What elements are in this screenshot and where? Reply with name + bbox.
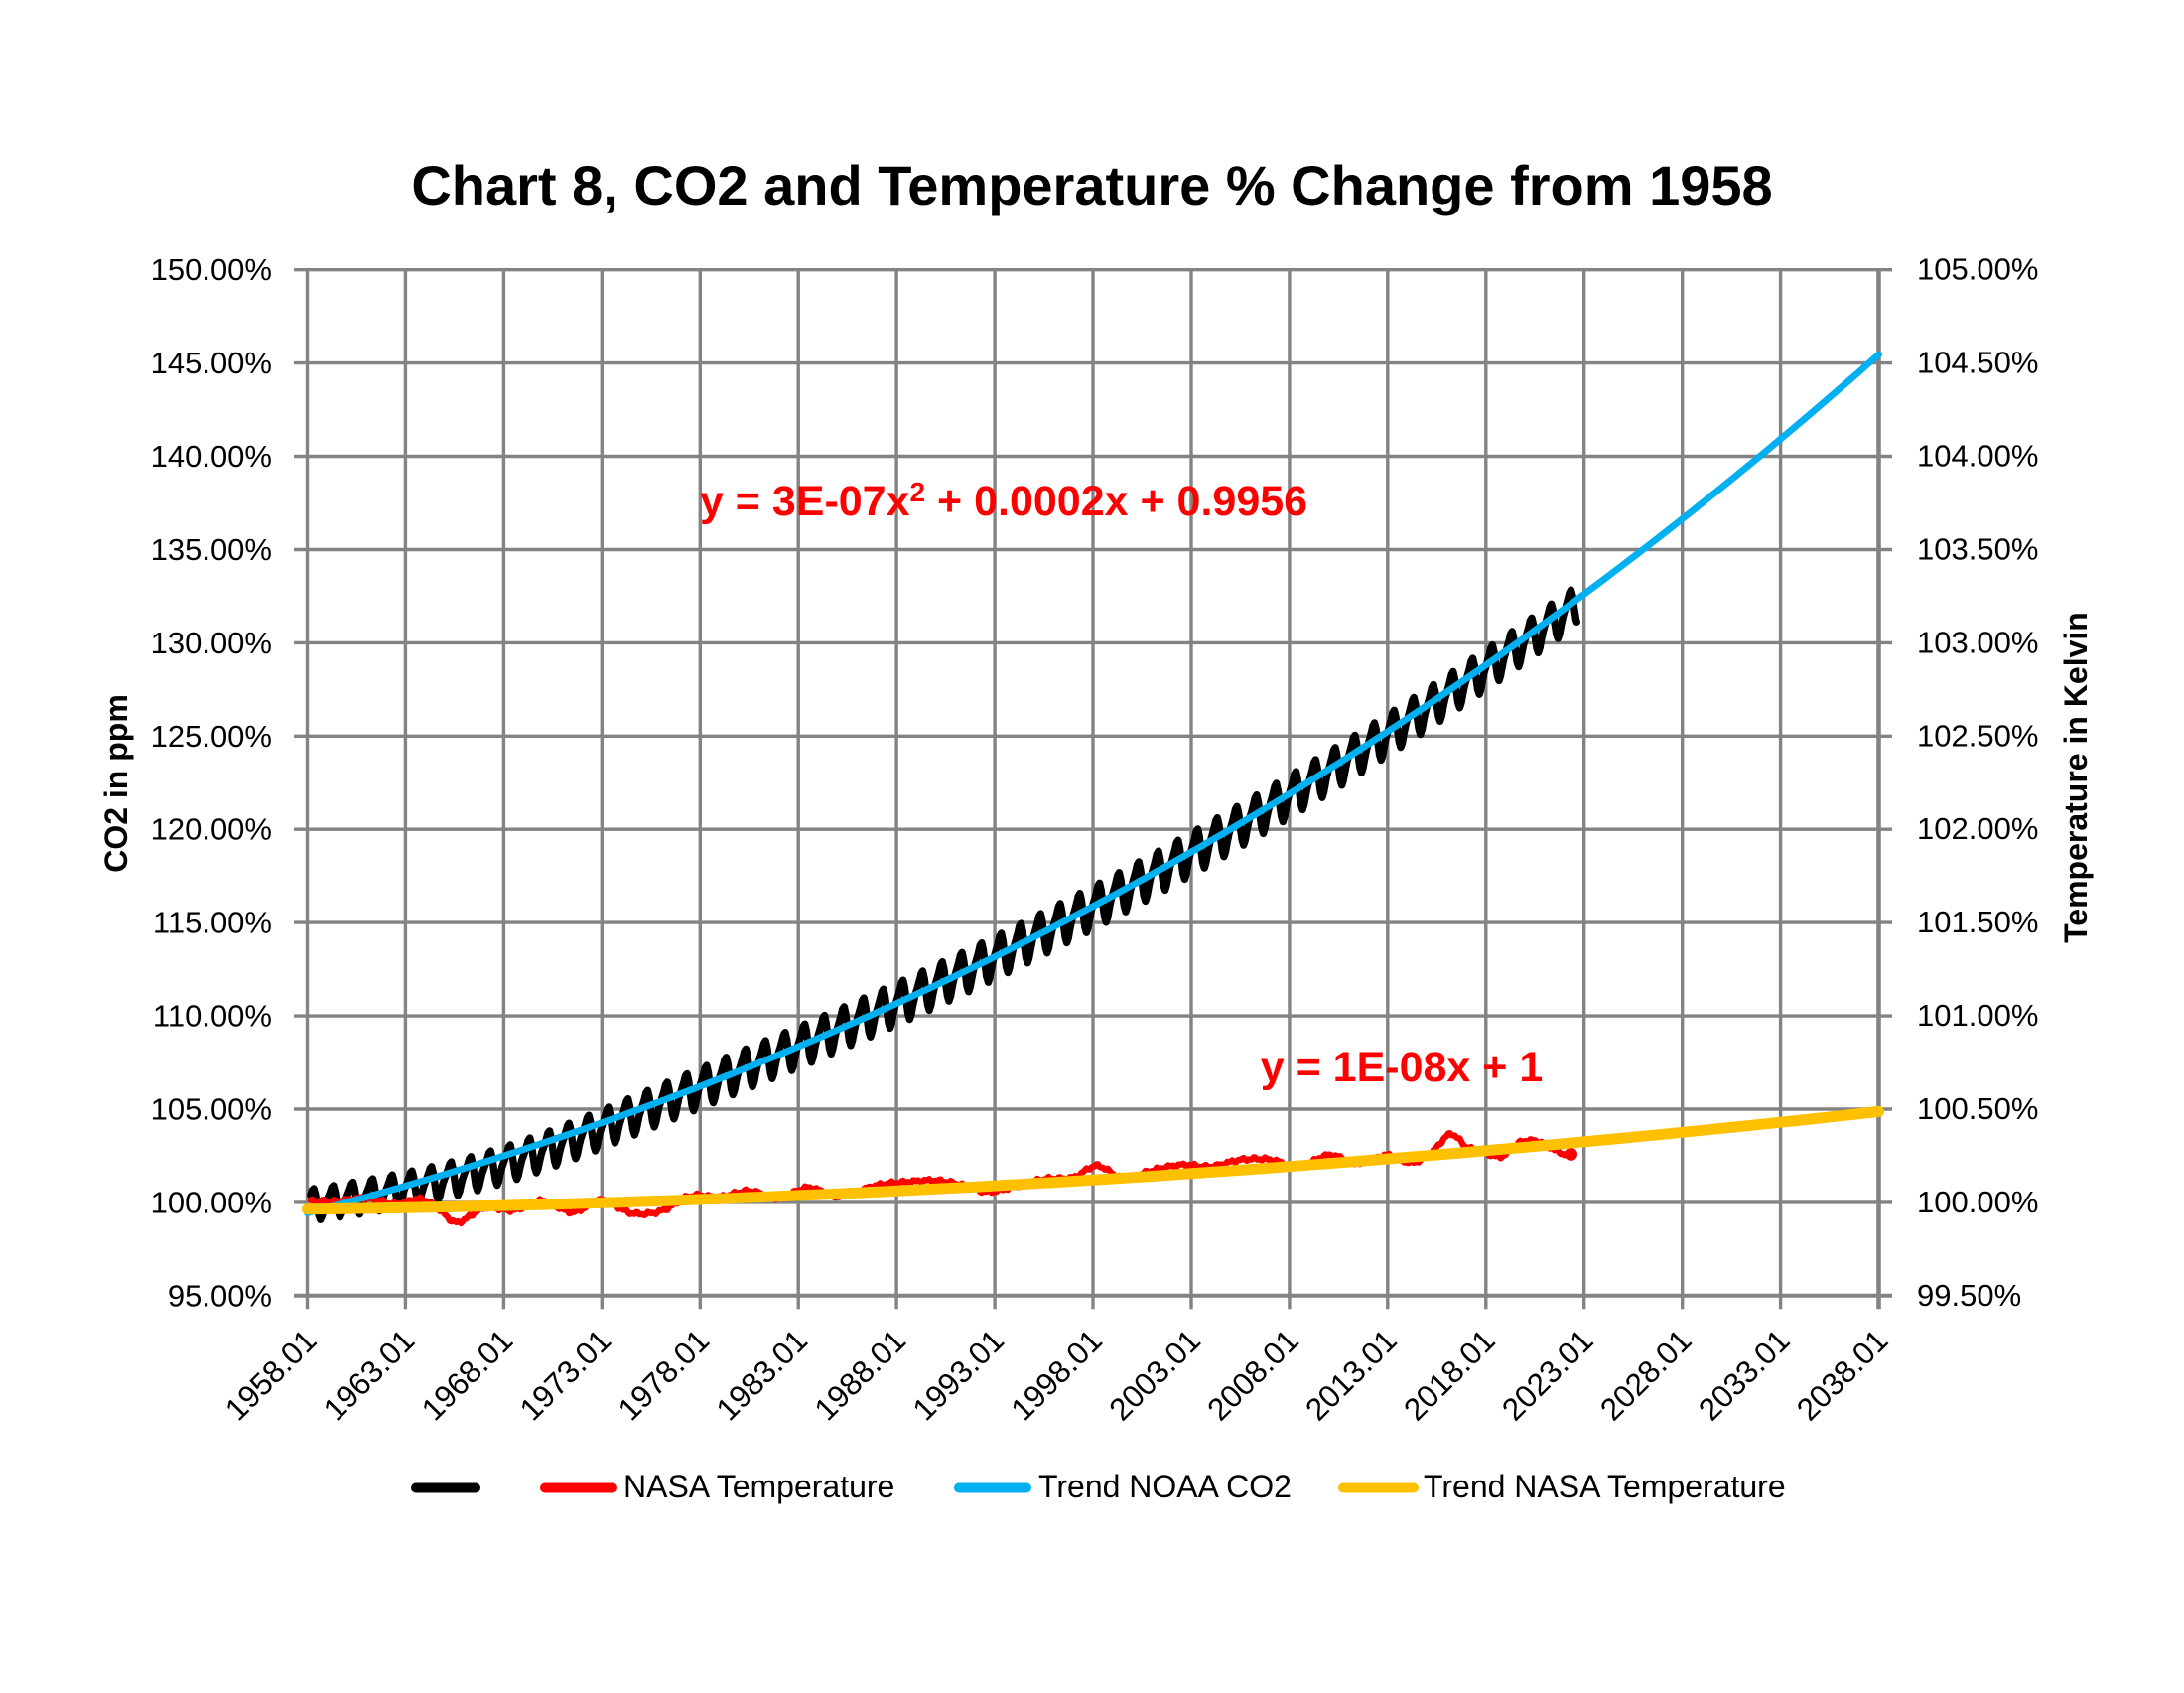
svg-text:140.00%: 140.00% — [151, 439, 272, 474]
svg-text:CO2 in ppm: CO2 in ppm — [98, 694, 134, 873]
svg-text:115.00%: 115.00% — [153, 906, 272, 940]
svg-text:99.50%: 99.50% — [1917, 1278, 2021, 1313]
svg-text:102.50%: 102.50% — [1917, 718, 2038, 753]
svg-text:Trend NOAA CO2: Trend NOAA CO2 — [1038, 1469, 1292, 1504]
svg-text:Temperature in Kelvin: Temperature in Kelvin — [2058, 612, 2094, 943]
svg-text:101.50%: 101.50% — [1917, 905, 2038, 939]
svg-text:101.00%: 101.00% — [1917, 998, 2038, 1033]
svg-text:110.00%: 110.00% — [153, 999, 272, 1034]
svg-text:130.00%: 130.00% — [151, 626, 272, 660]
svg-text:150.00%: 150.00% — [151, 252, 272, 287]
svg-text:103.00%: 103.00% — [1917, 625, 2038, 659]
svg-text:104.50%: 104.50% — [1917, 346, 2038, 380]
svg-text:y = 3E-07x2 + 0.0002x + 0.9956: y = 3E-07x2 + 0.0002x + 0.9956 — [700, 477, 1307, 525]
svg-text:145.00%: 145.00% — [151, 346, 272, 380]
svg-text:102.00%: 102.00% — [1917, 811, 2038, 846]
svg-text:120.00%: 120.00% — [151, 812, 272, 847]
svg-text:105.00%: 105.00% — [1917, 252, 2038, 287]
svg-text:135.00%: 135.00% — [151, 532, 272, 567]
svg-text:Chart 8, CO2 and Temperature %: Chart 8, CO2 and Temperature % Change fr… — [411, 154, 1772, 216]
svg-text:95.00%: 95.00% — [168, 1278, 272, 1313]
svg-text:104.00%: 104.00% — [1917, 439, 2038, 474]
svg-text:125.00%: 125.00% — [151, 719, 272, 754]
svg-text:NASA Temperature: NASA Temperature — [623, 1469, 894, 1504]
svg-text:105.00%: 105.00% — [151, 1092, 272, 1127]
svg-text:100.50%: 100.50% — [1917, 1091, 2038, 1126]
svg-text:100.00%: 100.00% — [1917, 1185, 2038, 1219]
svg-text:y = 1E-08x + 1: y = 1E-08x + 1 — [1261, 1044, 1544, 1091]
svg-text:100.00%: 100.00% — [151, 1185, 272, 1219]
svg-text:Trend NASA Temperature: Trend NASA Temperature — [1424, 1469, 1786, 1504]
svg-text:103.50%: 103.50% — [1917, 532, 2038, 567]
